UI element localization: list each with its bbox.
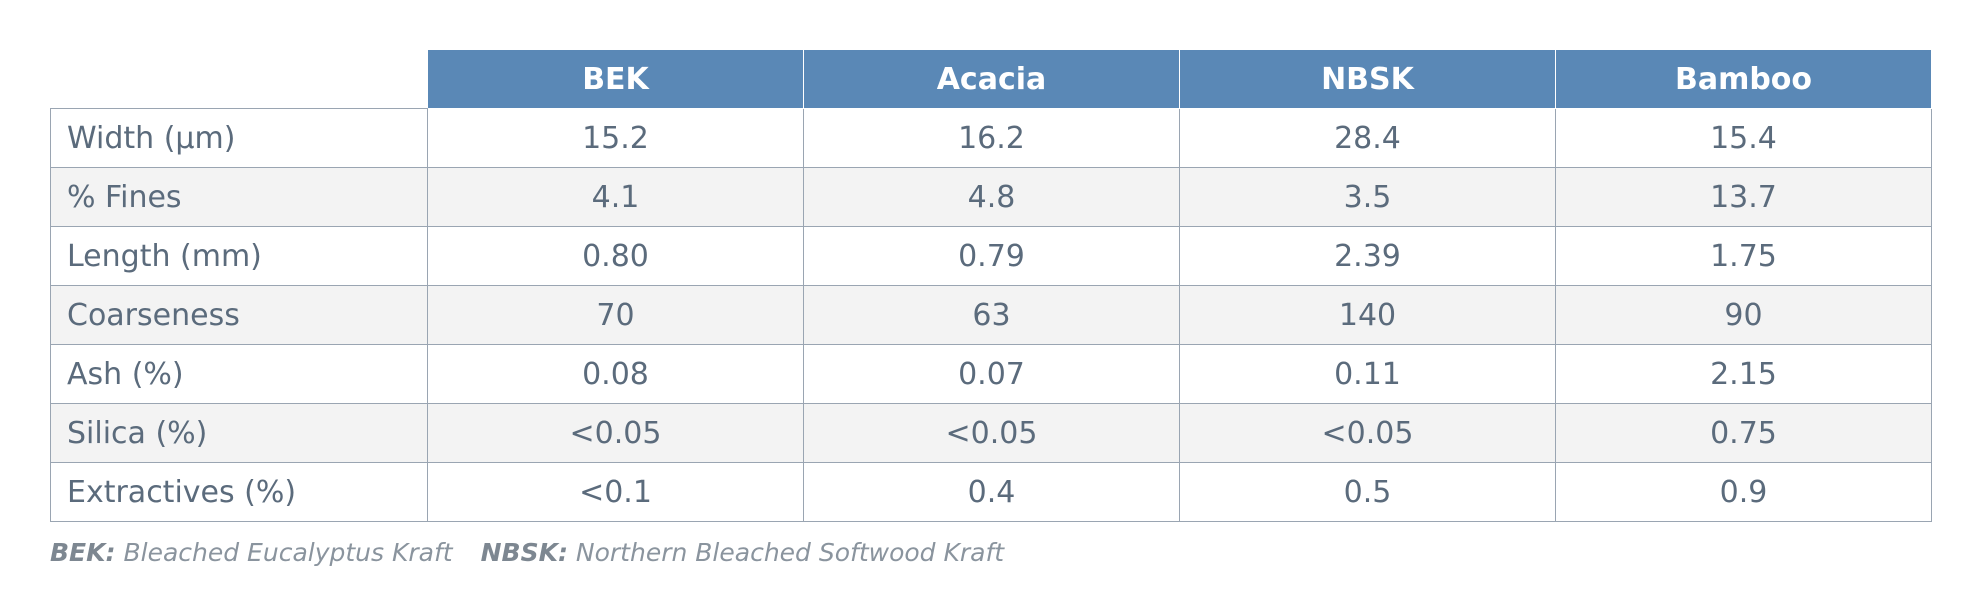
cell: 70	[427, 285, 804, 345]
row-label: Length (mm)	[50, 226, 428, 286]
cell: <0.05	[803, 403, 1180, 463]
cell: 140	[1179, 285, 1556, 345]
column-header: Acacia	[803, 50, 1180, 109]
cell: 63	[803, 285, 1180, 345]
row-label: Coarseness	[50, 285, 428, 345]
cell: 1.75	[1555, 226, 1932, 286]
table-row: Length (mm) 0.80 0.79 2.39 1.75	[50, 226, 1932, 286]
cell: 15.2	[427, 108, 804, 168]
cell: 3.5	[1179, 167, 1556, 227]
table-row: % Fines 4.1 4.8 3.5 13.7	[50, 167, 1932, 227]
cell: 0.79	[803, 226, 1180, 286]
cell: 2.15	[1555, 344, 1932, 404]
cell: 16.2	[803, 108, 1180, 168]
cell: <0.1	[427, 462, 804, 522]
cell: 0.08	[427, 344, 804, 404]
cell: 15.4	[1555, 108, 1932, 168]
row-label: Ash (%)	[50, 344, 428, 404]
data-table: BEK Acacia NBSK Bamboo Width (µm) 15.2 16.2 28…	[50, 50, 1932, 522]
cell: 0.75	[1555, 403, 1932, 463]
cell: 0.11	[1179, 344, 1556, 404]
row-label: % Fines	[50, 167, 428, 227]
column-header: BEK	[427, 50, 804, 109]
footnote-item: BEK: Bleached Eucalyptus Kraft	[50, 538, 453, 567]
footnote-abbr: NBSK:	[480, 538, 568, 567]
cell: 0.5	[1179, 462, 1556, 522]
table-row: Coarseness 70 63 140 90	[50, 285, 1932, 345]
cell: 28.4	[1179, 108, 1556, 168]
footnote-text: Northern Bleached Softwood Kraft	[575, 538, 1005, 567]
cell: <0.05	[427, 403, 804, 463]
cell: 0.4	[803, 462, 1180, 522]
table-row: Extractives (%) <0.1 0.4 0.5 0.9	[50, 462, 1932, 522]
cell: <0.05	[1179, 403, 1556, 463]
column-header: NBSK	[1179, 50, 1556, 109]
column-header: Bamboo	[1555, 50, 1932, 109]
footnote: BEK: Bleached Eucalyptus Kraft NBSK: Nort…	[50, 538, 1032, 567]
row-label: Width (µm)	[50, 108, 428, 168]
cell: 0.80	[427, 226, 804, 286]
cell: 13.7	[1555, 167, 1932, 227]
cell: 4.8	[803, 167, 1180, 227]
cell: 0.07	[803, 344, 1180, 404]
row-label: Silica (%)	[50, 403, 428, 463]
row-label: Extractives (%)	[50, 462, 428, 522]
table-row: Width (µm) 15.2 16.2 28.4 15.4	[50, 108, 1932, 168]
footnote-abbr: BEK:	[50, 538, 116, 567]
table-row: Silica (%) <0.05 <0.05 <0.05 0.75	[50, 403, 1932, 463]
table-row: Ash (%) 0.08 0.07 0.11 2.15	[50, 344, 1932, 404]
cell: 2.39	[1179, 226, 1556, 286]
footnote-text: Bleached Eucalyptus Kraft	[123, 538, 453, 567]
footnote-item: NBSK: Northern Bleached Softwood Kraft	[481, 538, 1005, 567]
header-row: BEK Acacia NBSK Bamboo	[50, 50, 1932, 109]
cell: 4.1	[427, 167, 804, 227]
cell: 90	[1555, 285, 1932, 345]
corner-cell	[50, 50, 428, 109]
cell: 0.9	[1555, 462, 1932, 522]
